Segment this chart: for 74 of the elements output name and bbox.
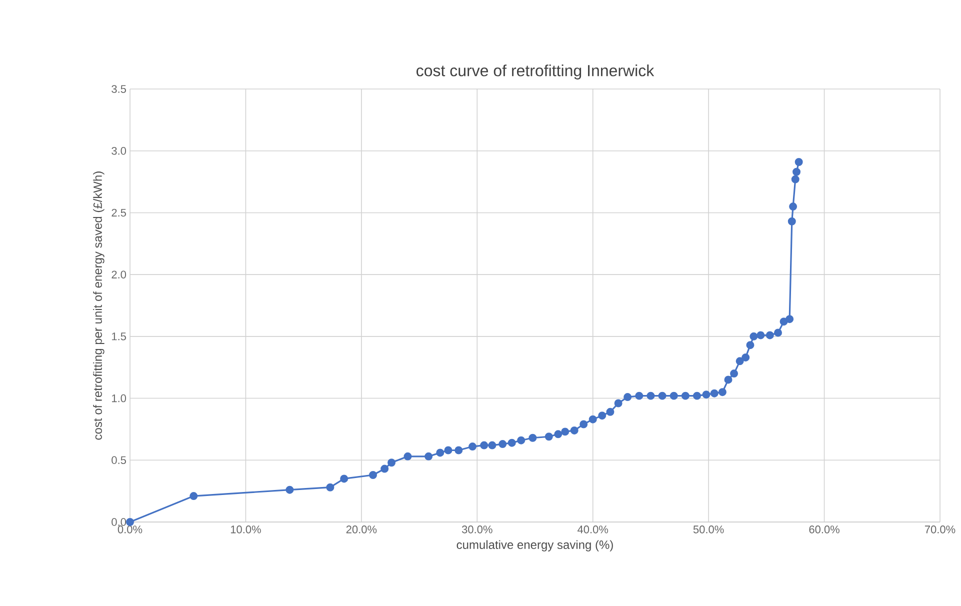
x-tick-label: 30.0% [462,526,492,534]
point [286,486,294,494]
point [424,452,433,460]
point [614,399,622,408]
point [635,392,644,400]
point [528,434,537,442]
y-tick-label: 1.0 [112,394,126,402]
point [588,415,597,424]
point [517,436,526,444]
point [750,332,758,340]
chart-title: cost curve of retrofitting Innerwick [416,64,654,80]
point [488,441,496,450]
point [598,412,606,420]
point [774,328,782,337]
y-tick-label: 0.0 [112,518,126,526]
point [730,370,738,378]
point [794,158,803,166]
point [791,175,800,184]
point [580,420,588,428]
point [190,492,198,500]
x-tick-label: 70.0% [924,526,956,534]
point [746,341,754,350]
point [498,440,507,448]
point [658,392,666,400]
point [718,388,726,396]
x-tick-label: 0.0% [118,526,142,534]
point [454,446,463,454]
point [710,389,718,398]
point [380,464,389,473]
point [326,483,334,492]
point [789,202,798,211]
point [724,376,732,384]
point [388,458,396,467]
point [670,392,678,400]
point [624,393,632,402]
point [786,315,794,324]
x-tick-label: 50.0% [693,526,724,534]
point [561,428,570,436]
x-tick-label: 60.0% [809,526,840,534]
point [404,452,412,460]
point [736,357,744,366]
x-tick-label: 40.0% [578,526,608,534]
point [436,448,444,457]
point [544,432,553,441]
point [444,446,452,454]
point [508,438,516,447]
y-tick-label: 0.5 [112,456,126,464]
y-tick-label: 1.5 [112,332,126,340]
point [756,331,765,340]
point [693,392,702,400]
point [681,392,690,400]
point [369,470,378,479]
point [646,392,655,400]
y-tick-label: 2.0 [112,270,126,278]
y-tick-label: 3.0 [112,146,126,155]
point [126,518,134,526]
point [788,217,796,226]
point [780,318,788,326]
point [468,442,477,451]
point [340,474,348,483]
y-tick-label: 3.5 [112,85,126,93]
point [554,430,562,438]
x-axis-title: cumulative energy saving (%) [456,540,613,552]
y-tick-label: 2.5 [112,208,126,217]
x-tick-label: 10.0% [230,526,261,534]
y-axis-title: cost of retrofitting per unit of energy saved (£/kWh) [93,172,104,440]
point [792,168,801,176]
point [742,353,750,362]
point [480,441,488,450]
point [766,331,774,340]
point [702,390,710,399]
point [570,426,578,434]
x-tick-label: 20.0% [346,526,377,534]
point [606,408,614,416]
